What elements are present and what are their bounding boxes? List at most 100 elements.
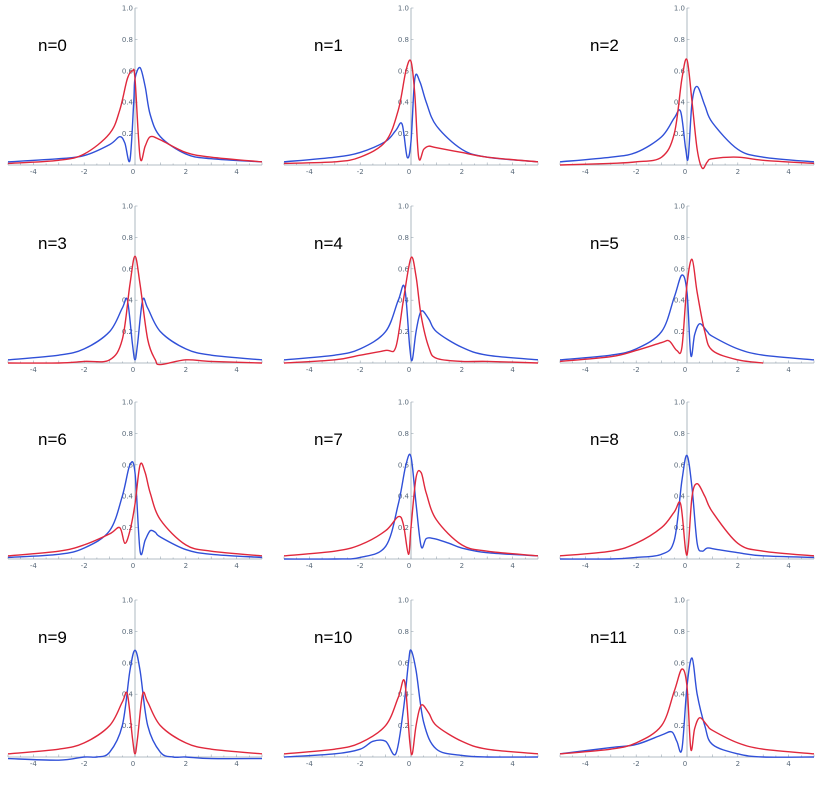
x-tick-label: -2 [633,562,640,570]
x-tick-label: -4 [582,168,590,176]
x-tick-label: -4 [306,366,314,374]
y-tick-label: 0.4 [122,99,134,107]
x-tick-label: -4 [306,562,314,570]
panel-title: n=3 [38,234,67,253]
x-tick-label: -2 [357,168,364,176]
y-tick-label: 1.0 [398,597,409,605]
x-tick-label: 2 [460,562,464,570]
x-tick-label: 4 [786,168,791,176]
red-curve [7,255,263,366]
chart-panel: -4 -2 0 2 4 0.2 0.4 0.6 0.8 1.0 n=1 [280,0,552,194]
red-curve [7,691,263,755]
panel-title: n=0 [38,36,67,55]
x-tick-label: 0 [131,562,135,570]
y-tick-label: 0.2 [122,722,133,730]
y-tick-label: 1.0 [122,399,133,407]
y-tick-label: 0.6 [674,461,686,469]
y-tick-label: 0.6 [398,461,410,469]
y-tick-label: 1.0 [398,399,409,407]
x-tick-label: 4 [786,760,791,768]
blue-curve [559,274,815,361]
chart-panel: -4 -2 0 2 4 0.2 0.4 0.6 0.8 1.0 n=6 [4,394,276,588]
y-tick-label: 0.6 [398,659,410,667]
chart-svg: -4 -2 0 2 40.20.40.60.81.0 [559,203,815,374]
chart-svg: -4 -2 0 2 40.20.40.60.81.0 [283,5,539,176]
y-tick-label: 0.6 [122,659,134,667]
y-tick-label: 0.4 [398,493,410,501]
chart-svg: -4 -2 0 2 40.20.40.60.81.0 [559,5,815,176]
x-tick-label: -4 [306,168,314,176]
y-tick-label: 1.0 [122,597,133,605]
red-curve [559,58,815,170]
panel-title: n=1 [314,36,343,55]
blue-curve [7,461,263,559]
y-tick-label: 1.0 [122,203,133,211]
x-tick-label: -2 [81,168,88,176]
y-tick-label: 0.2 [122,524,133,532]
y-tick-label: 0.4 [674,691,686,699]
y-tick-label: 0.8 [122,628,133,636]
y-tick-label: 1.0 [674,5,685,13]
x-tick-label: 0 [407,168,411,176]
red-curve [559,258,764,364]
y-tick-label: 0.6 [122,265,134,273]
x-tick-label: 2 [184,366,188,374]
red-curve [283,679,539,756]
panel-title: n=2 [590,36,619,55]
x-tick-label: -2 [81,760,88,768]
x-tick-label: 4 [786,366,791,374]
y-tick-label: 0.4 [674,99,686,107]
blue-curve [559,454,815,560]
x-tick-label: 0 [683,760,687,768]
y-tick-label: 0.6 [122,461,134,469]
x-tick-label: 4 [510,760,515,768]
y-tick-label: 0.8 [398,628,409,636]
y-tick-label: 0.8 [674,234,685,242]
y-tick-label: 0.8 [674,430,685,438]
red-curve [559,482,815,557]
x-tick-label: -2 [357,562,364,570]
chart-svg: -4 -2 0 2 40.20.40.60.81.0 [559,399,815,570]
x-tick-label: 0 [131,168,135,176]
y-tick-label: 0.2 [398,328,409,336]
x-tick-label: 4 [510,366,515,374]
x-tick-label: 0 [683,366,687,374]
y-tick-label: 1.0 [398,5,409,13]
chart-svg: -4 -2 0 2 40.20.40.60.81.0 [7,5,263,176]
x-tick-label: -2 [357,760,364,768]
y-tick-label: 1.0 [122,5,133,13]
x-tick-label: 2 [736,168,740,176]
x-tick-label: 2 [736,760,740,768]
chart-panel: -4 -2 0 2 4 0.2 0.4 0.6 0.8 1.0 n=11 [556,592,818,786]
y-tick-label: 0.6 [398,67,410,75]
chart-svg: -4 -2 0 2 40.20.40.60.81.0 [283,597,539,768]
blue-curve [7,297,263,361]
panel-title: n=10 [314,628,353,647]
y-tick-label: 0.4 [398,99,410,107]
red-curve [283,469,539,557]
y-tick-label: 0.2 [674,328,685,336]
x-tick-label: 2 [460,366,464,374]
chart-panel: -4 -2 0 2 4 0.2 0.4 0.6 0.8 1.0 n=0 [4,0,276,194]
red-curve [559,668,815,755]
x-tick-label: -4 [30,168,38,176]
panel-title: n=5 [590,234,619,253]
x-tick-label: 0 [683,168,687,176]
panel-title: n=7 [314,430,343,449]
x-tick-label: 0 [131,760,135,768]
blue-curve [283,284,539,362]
y-tick-label: 1.0 [398,203,409,211]
x-tick-label: 0 [683,562,687,570]
chart-svg: -4 -2 0 2 40.20.40.60.81.0 [7,203,263,374]
x-tick-label: -2 [633,366,640,374]
y-tick-label: 0.6 [398,265,410,273]
y-tick-label: 0.2 [398,722,409,730]
y-tick-label: 0.6 [122,67,134,75]
x-tick-label: 0 [407,760,411,768]
x-tick-label: 2 [460,760,464,768]
chart-panel: -4 -2 0 2 4 0.2 0.4 0.6 0.8 1.0 n=5 [556,198,818,392]
x-tick-label: 2 [736,562,740,570]
blue-curve [283,453,539,560]
x-tick-label: 0 [407,366,411,374]
